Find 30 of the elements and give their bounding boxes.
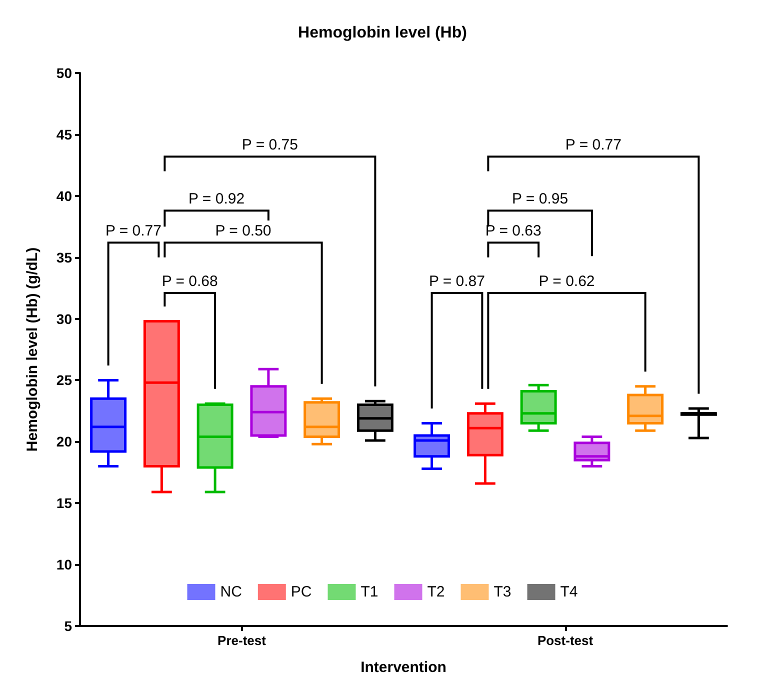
y-tick-label: 10 bbox=[56, 556, 72, 573]
annotation: P = 0.92 bbox=[188, 190, 245, 208]
y-tick-label: 45 bbox=[56, 126, 72, 142]
annotation: P = 0.77 bbox=[105, 222, 162, 240]
legend-label: NC bbox=[220, 584, 242, 600]
legend-label: T2 bbox=[427, 584, 445, 600]
legend-label: PC bbox=[290, 584, 312, 600]
x-axis-title: Intervention bbox=[360, 659, 446, 676]
y-axis-title: Hemoglobin level (Hb) (g/dL) bbox=[24, 247, 41, 452]
y-tick-label: 15 bbox=[56, 495, 72, 512]
annotation: P = 0.50 bbox=[215, 222, 272, 240]
y-tick-label: 40 bbox=[56, 188, 72, 204]
x-tick-label: Pre-test bbox=[218, 633, 267, 648]
y-tick-label: 30 bbox=[56, 310, 72, 327]
y-tick-label: 50 bbox=[56, 65, 72, 81]
legend-label: T4 bbox=[560, 584, 578, 600]
annotation: P = 0.68 bbox=[162, 272, 218, 290]
legend-label: T1 bbox=[360, 584, 378, 600]
y-tick-label: 25 bbox=[56, 372, 72, 388]
y-tick-label: 20 bbox=[56, 434, 72, 450]
annotation: P = 0.75 bbox=[242, 136, 298, 154]
chart-title: Hemoglobin level (Hb) bbox=[298, 24, 467, 42]
y-tick-label: 35 bbox=[56, 249, 72, 266]
legend-label: T3 bbox=[494, 584, 512, 600]
annotation: P = 0.87 bbox=[428, 272, 486, 290]
x-tick-label: Post-test bbox=[537, 633, 594, 648]
annotation: P = 0.62 bbox=[538, 272, 595, 290]
y-tick-label: 5 bbox=[64, 618, 72, 634]
annotation: P = 0.77 bbox=[565, 136, 622, 154]
annotation: P = 0.95 bbox=[512, 190, 568, 208]
